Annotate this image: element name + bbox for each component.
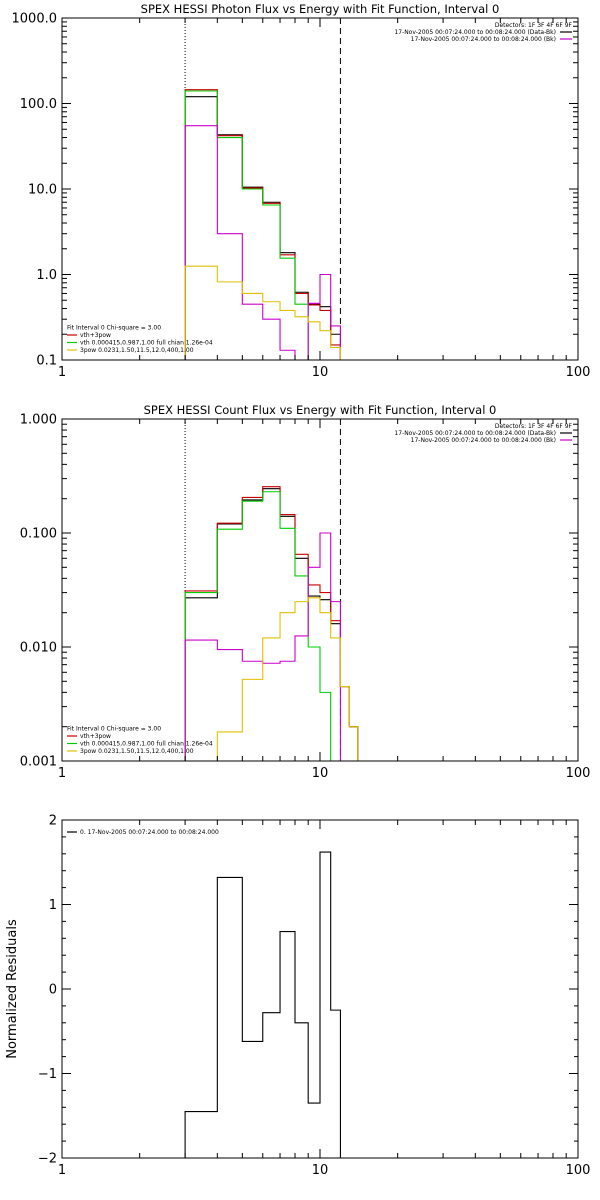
residuals-panel: Normalized Residuals 1 10 100 −2 −1 0 1 2 0. 17-N…	[5, 814, 590, 1179]
series-line-2	[184, 90, 341, 360]
series-line-1	[184, 89, 341, 360]
y-tick-label: 1.0	[36, 268, 57, 283]
y-tick-label: 1000.0	[12, 12, 58, 27]
y-tick-label: 0.010	[20, 641, 57, 656]
series-line-2	[184, 491, 341, 761]
series-line-4	[185, 597, 366, 761]
series-group	[184, 851, 341, 1158]
series-line-0	[184, 488, 359, 761]
y-tick-label: −2	[38, 1152, 57, 1167]
info-text: Detectors: 1F 3F 4F 6F 9F	[495, 423, 573, 430]
x-tick-label: 100	[566, 365, 591, 380]
y-tick-label: 10.0	[28, 183, 57, 198]
y-tick-label: 1	[49, 898, 57, 913]
legend-text: vth+3pow	[80, 733, 111, 740]
info-text: 17-Nov-2005 00:07:24.000 to 00:08:24.000…	[411, 36, 556, 43]
x-tick-label: 1	[58, 365, 66, 380]
y-tick-label: 0.001	[20, 755, 57, 770]
y-tick-label: −1	[38, 1067, 57, 1082]
series-group	[184, 89, 341, 360]
photon-flux-panel: SPEX HESSI Photon Flux vs Energy with Fi…	[12, 2, 591, 380]
y-tick-label: 100.0	[20, 97, 57, 112]
chart-title: SPEX HESSI Photon Flux vs Energy with Fi…	[141, 2, 500, 16]
series-line-4	[184, 265, 341, 360]
legend-text: vth+3pow	[80, 332, 111, 339]
legend-text: 3pow 0.0231,1.50,11.5,12.0,400,1.00	[80, 347, 194, 354]
legend-text: Fit Interval 0 Chi-square = 3.00	[67, 726, 161, 733]
y-tick-label: 0.1	[36, 354, 57, 369]
legend-text: vth 0.000415,0.987,1.00 full chian 1.26e…	[80, 340, 213, 347]
legend-text: 0. 17-Nov-2005 00:07:24.000 to 00:08:24.…	[80, 829, 219, 836]
x-tick-label: 1	[58, 1163, 66, 1178]
count-flux-panel: SPEX HESSI Count Flux vs Energy with Fit…	[20, 403, 591, 781]
series-line-0	[184, 851, 341, 1158]
series-group	[184, 486, 366, 761]
y-tick-label: 1.000	[20, 413, 57, 428]
y-tick-label: 2	[49, 814, 57, 829]
chart-title: SPEX HESSI Count Flux vs Energy with Fit…	[144, 403, 497, 417]
info-text: Detectors: 1F 3F 4F 6F 9F	[495, 22, 573, 29]
series-line-3	[184, 532, 341, 761]
y-tick-label: 0.100	[20, 527, 57, 542]
x-tick-label: 10	[312, 1163, 329, 1178]
x-tick-label: 100	[566, 766, 591, 781]
info-text: 17-Nov-2005 00:07:24.000 to 00:08:24.000…	[394, 430, 556, 437]
info-text: 17-Nov-2005 00:07:24.000 to 00:08:24.000…	[411, 437, 556, 444]
x-tick-label: 1	[58, 766, 66, 781]
x-tick-label: 100	[566, 1163, 591, 1178]
x-tick-label: 10	[312, 365, 329, 380]
x-tick-label: 10	[312, 766, 329, 781]
info-text: 17-Nov-2005 00:07:24.000 to 00:08:24.000…	[394, 29, 556, 36]
legend-text: Fit Interval 0 Chi-square = 3.00	[67, 325, 161, 332]
series-line-0	[184, 96, 341, 360]
legend-text: 3pow 0.0231,1.50,11.5,12.0,400,1.00	[80, 748, 194, 755]
legend-text: vth 0.000415,0.987,1.00 full chian 1.26e…	[80, 741, 213, 748]
series-line-3	[184, 125, 341, 360]
y-tick-label: 0	[49, 983, 57, 998]
y-axis-label: Normalized Residuals	[5, 919, 20, 1059]
